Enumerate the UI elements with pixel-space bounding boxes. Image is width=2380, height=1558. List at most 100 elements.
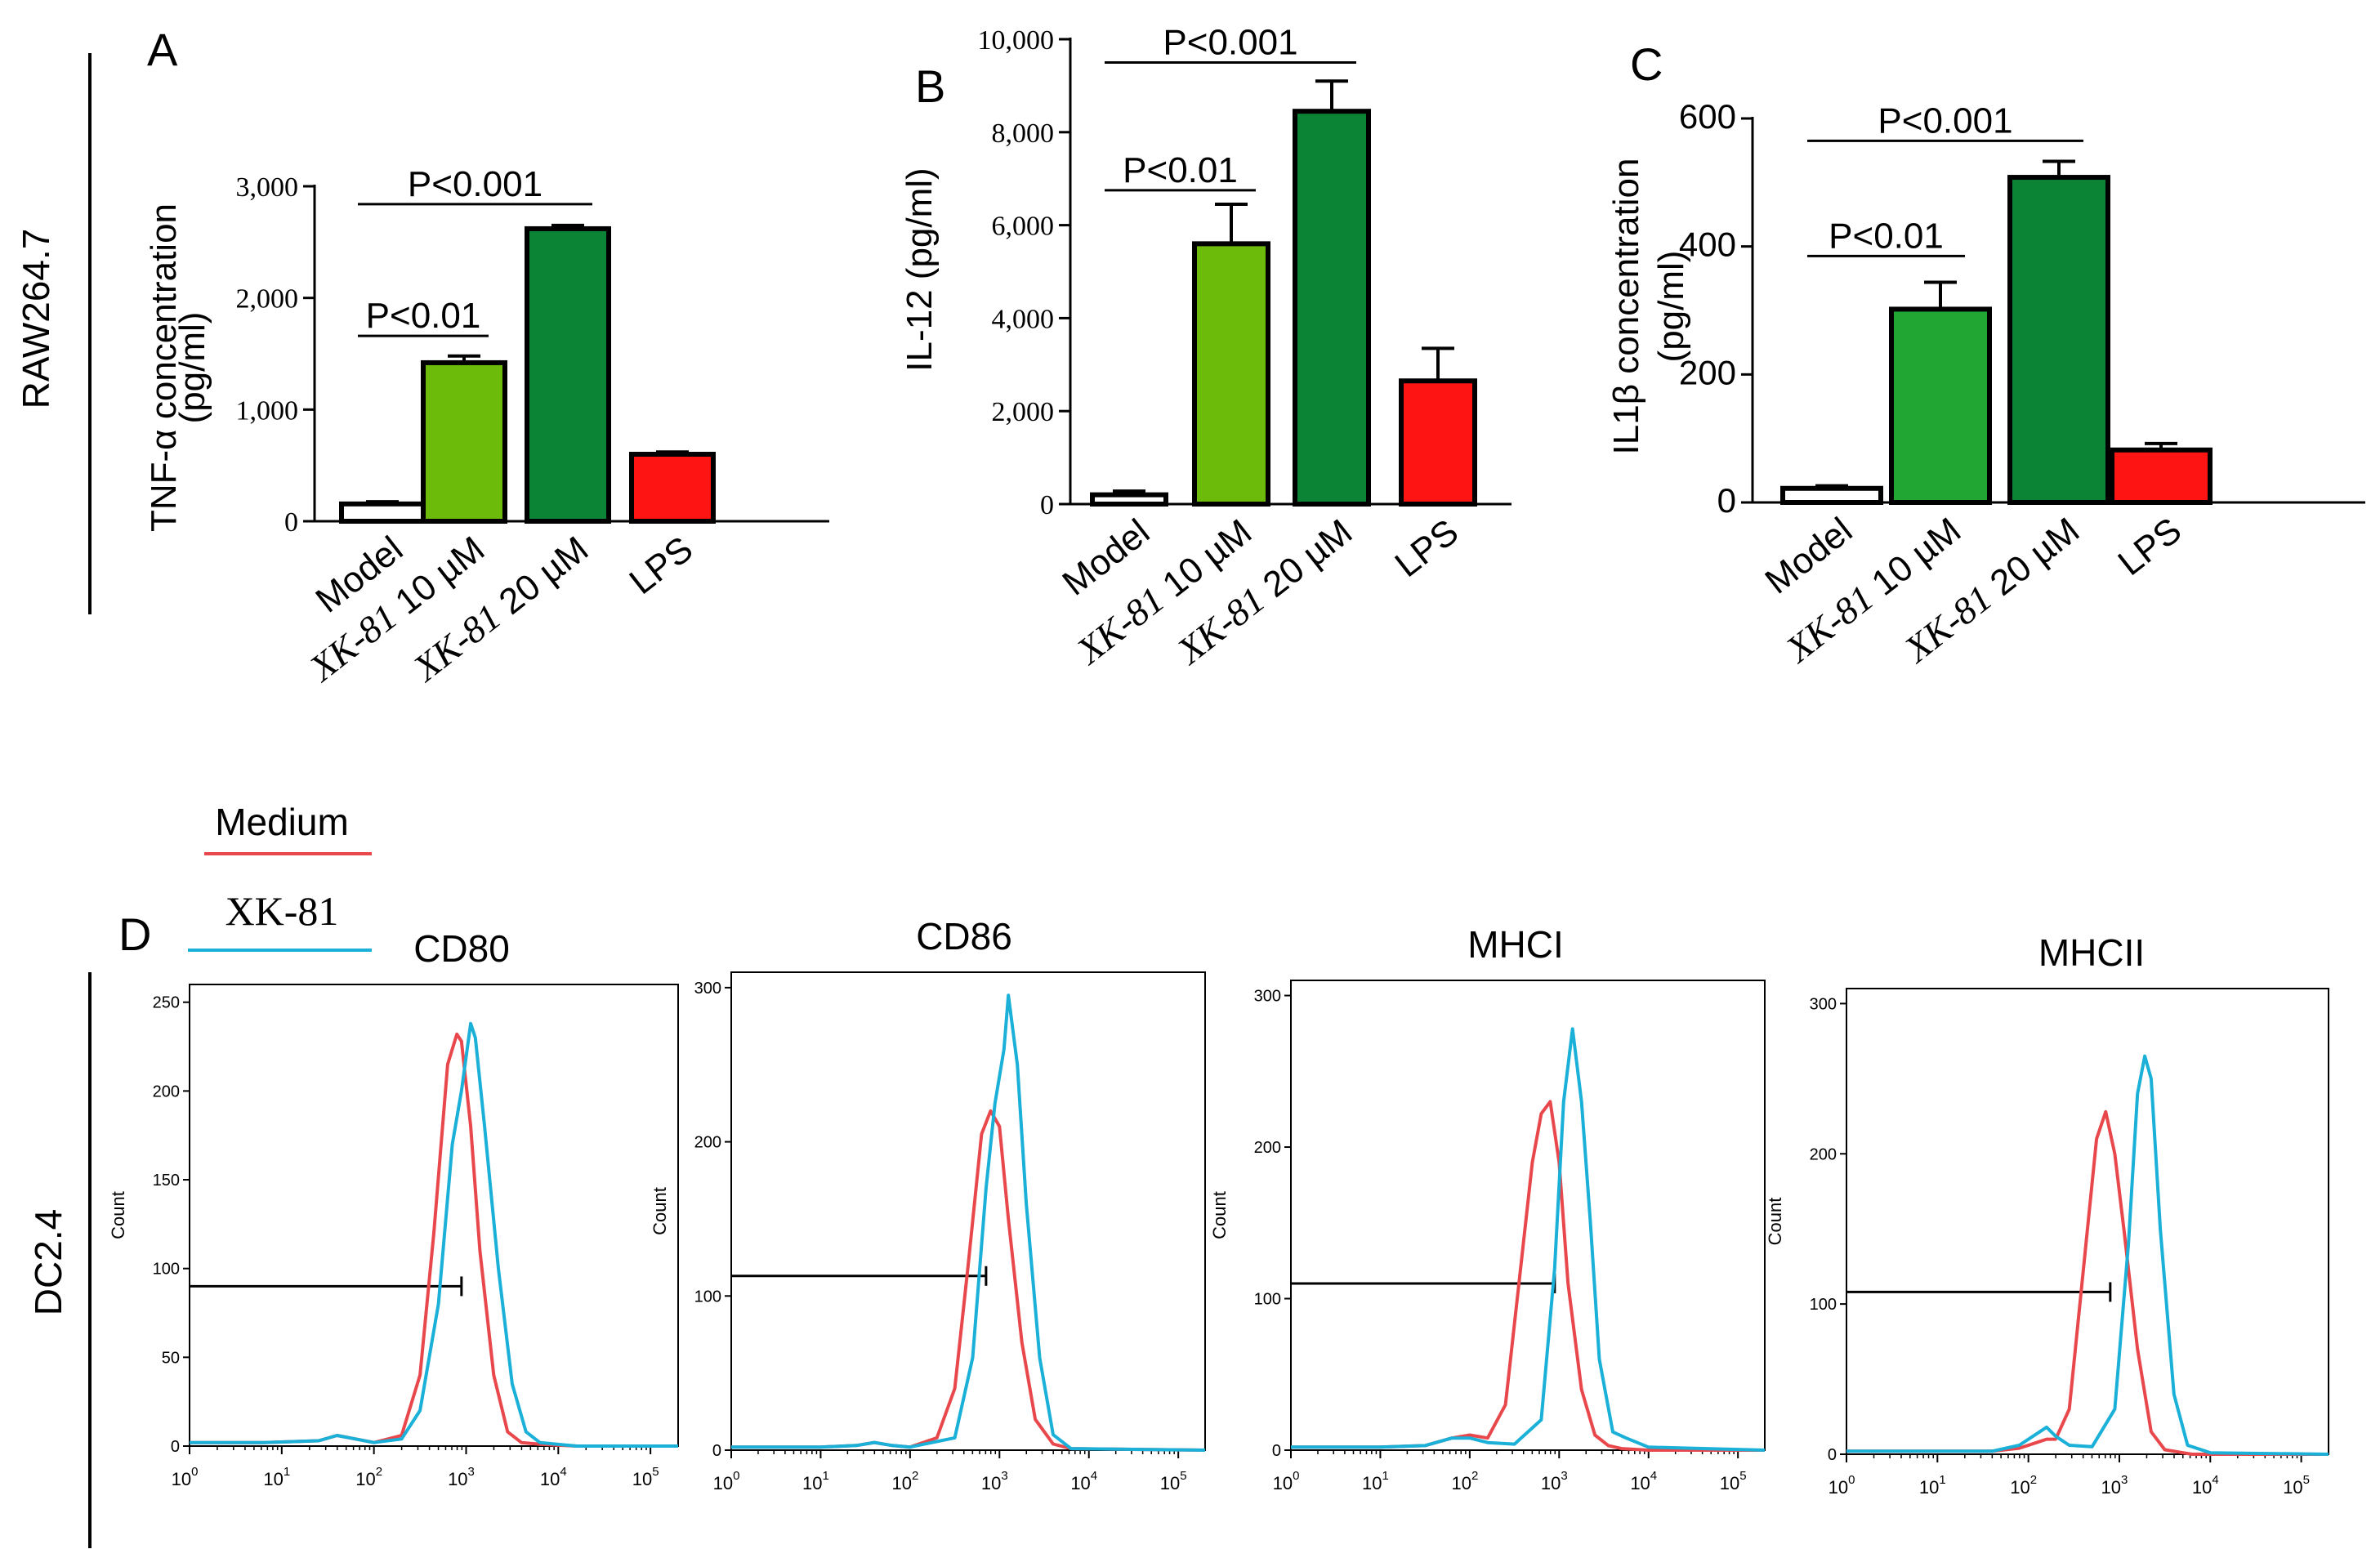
x-tick-base: 10 bbox=[891, 1473, 911, 1493]
x-tick-label: 104 bbox=[540, 1465, 567, 1489]
y-tick-label: 250 bbox=[153, 994, 180, 1012]
y-tick-label: 200 bbox=[153, 1083, 180, 1100]
y-tick-label: 100 bbox=[1810, 1296, 1837, 1314]
plot-frame bbox=[189, 984, 679, 1447]
x-tick-label: 104 bbox=[1070, 1469, 1097, 1493]
bar-1 bbox=[1889, 306, 1992, 505]
y-tick-label: 100 bbox=[1254, 1291, 1281, 1309]
x-tick-base: 10 bbox=[1541, 1473, 1561, 1493]
x-tick-exponent: 1 bbox=[1939, 1473, 1945, 1487]
x-tick-label: 102 bbox=[891, 1469, 918, 1493]
x-tick-label: 104 bbox=[2192, 1473, 2219, 1498]
x-tick-label: 104 bbox=[1630, 1469, 1657, 1493]
bar-0 bbox=[339, 501, 426, 524]
y-tick-label: 200 bbox=[1679, 353, 1736, 391]
bar-1 bbox=[1192, 241, 1270, 507]
bar-0 bbox=[1780, 485, 1883, 505]
panel-label-b: B bbox=[915, 60, 945, 112]
plot-frame bbox=[730, 971, 1206, 1451]
x-tick-base: 10 bbox=[2283, 1477, 2302, 1498]
x-tick-label: 103 bbox=[981, 1469, 1008, 1493]
y-tick-label: 2,000 bbox=[992, 397, 1055, 427]
category-text: LPS bbox=[2110, 510, 2189, 583]
y-axis-title: Count bbox=[108, 1191, 128, 1239]
y-tick-label: 300 bbox=[1254, 988, 1281, 1006]
x-tick-label: 100 bbox=[713, 1469, 740, 1493]
y-tick-label: 150 bbox=[153, 1172, 180, 1190]
bar-3 bbox=[1399, 378, 1477, 507]
x-tick-exponent: 2 bbox=[912, 1469, 918, 1483]
x-tick-exponent: 4 bbox=[1650, 1469, 1657, 1483]
x-tick-base: 10 bbox=[713, 1473, 733, 1493]
category-label-3: LPS bbox=[622, 529, 700, 602]
x-tick-base: 10 bbox=[448, 1469, 467, 1489]
x-tick-base: 10 bbox=[1630, 1473, 1650, 1493]
y-tick-label: 2,000 bbox=[236, 284, 299, 315]
x-tick-base: 10 bbox=[1720, 1473, 1739, 1493]
x-tick-label: 101 bbox=[1919, 1473, 1946, 1498]
y-axis-title: IL-12 (pg/ml) bbox=[900, 167, 940, 371]
x-tick-exponent: 0 bbox=[1293, 1469, 1299, 1483]
plot-frame bbox=[1290, 980, 1766, 1451]
significance-label-0: P<0.01 bbox=[1123, 150, 1238, 190]
y-axis-unit: (pg/ml) bbox=[172, 312, 212, 424]
y-tick-label: 300 bbox=[1810, 995, 1837, 1013]
x-tick-label: 102 bbox=[355, 1465, 382, 1489]
x-tick-base: 10 bbox=[1829, 1477, 1848, 1498]
x-tick-exponent: 3 bbox=[2121, 1473, 2128, 1487]
category-label-3: LPS bbox=[1387, 511, 1466, 585]
y-axis-unit: (pg/ml) bbox=[1651, 251, 1691, 363]
x-tick-exponent: 3 bbox=[1561, 1469, 1567, 1483]
x-tick-exponent: 1 bbox=[284, 1465, 290, 1479]
bar-3 bbox=[629, 452, 716, 524]
x-tick-label: 100 bbox=[1829, 1473, 1855, 1498]
x-tick-label: 100 bbox=[172, 1465, 199, 1489]
row-label-raw264: RAW264.7 bbox=[15, 229, 57, 409]
y-tick-label: 200 bbox=[1810, 1145, 1837, 1163]
significance-label-1: P<0.001 bbox=[1878, 100, 2012, 141]
x-tick-exponent: 4 bbox=[560, 1465, 566, 1479]
x-tick-base: 10 bbox=[2192, 1477, 2212, 1498]
panel-label-a: A bbox=[147, 24, 178, 75]
category-text: 20 µM bbox=[484, 529, 596, 628]
x-tick-base: 10 bbox=[1160, 1473, 1180, 1493]
x-tick-label: 100 bbox=[1273, 1469, 1300, 1493]
y-tick-label: 0 bbox=[1717, 481, 1736, 520]
y-tick-label: 600 bbox=[1679, 97, 1736, 136]
category-prefix: XK-81 bbox=[301, 596, 405, 690]
medium-histogram-line bbox=[1291, 1100, 1765, 1452]
chart-a-tnf-alpha: A 0 1,000 2,000 3,000 TNF-α concentration(pg/… bbox=[144, 24, 829, 690]
x-tick-base: 10 bbox=[263, 1469, 283, 1489]
y-tick-label: 1,000 bbox=[236, 395, 299, 426]
y-tick-label: 0 bbox=[1828, 1446, 1837, 1464]
xk81-histogram-line bbox=[190, 1021, 678, 1448]
y-tick-label: 3,000 bbox=[236, 172, 299, 203]
y-tick-label: 6,000 bbox=[992, 212, 1055, 242]
xk81-histogram-line bbox=[1291, 1027, 1766, 1452]
x-tick-label: 105 bbox=[1720, 1469, 1747, 1493]
significance-label-0: P<0.01 bbox=[366, 296, 481, 336]
x-tick-exponent: 5 bbox=[1739, 1469, 1746, 1483]
significance-label-1: P<0.001 bbox=[1163, 22, 1297, 62]
legend-xk81-label: XK-81 bbox=[225, 888, 339, 934]
medium-histogram-line bbox=[1846, 1109, 2329, 1456]
y-tick-label: 0 bbox=[1040, 490, 1054, 520]
bar-3 bbox=[2110, 447, 2213, 505]
x-tick-exponent: 4 bbox=[2212, 1473, 2218, 1487]
category-text: 20 µM bbox=[1248, 511, 1360, 611]
significance-label-0: P<0.01 bbox=[1829, 216, 1944, 256]
x-tick-base: 10 bbox=[1070, 1473, 1090, 1493]
category-prefix: XK-81 bbox=[1896, 577, 2000, 671]
y-tick-label: 400 bbox=[1679, 225, 1736, 264]
y-tick-label: 200 bbox=[1254, 1139, 1281, 1157]
histogram-title: CD86 bbox=[916, 915, 1012, 958]
chart-b-il12: B 0 2,000 4,000 6,000 8,000 10,000 IL-12 (pg/ml… bbox=[900, 22, 1512, 672]
histogram-title: MHCII bbox=[2038, 931, 2145, 974]
y-tick-label: 4,000 bbox=[992, 304, 1055, 334]
x-tick-base: 10 bbox=[2010, 1477, 2029, 1498]
histogram-title: MHCI bbox=[1467, 923, 1564, 966]
bar-2 bbox=[1293, 109, 1371, 507]
